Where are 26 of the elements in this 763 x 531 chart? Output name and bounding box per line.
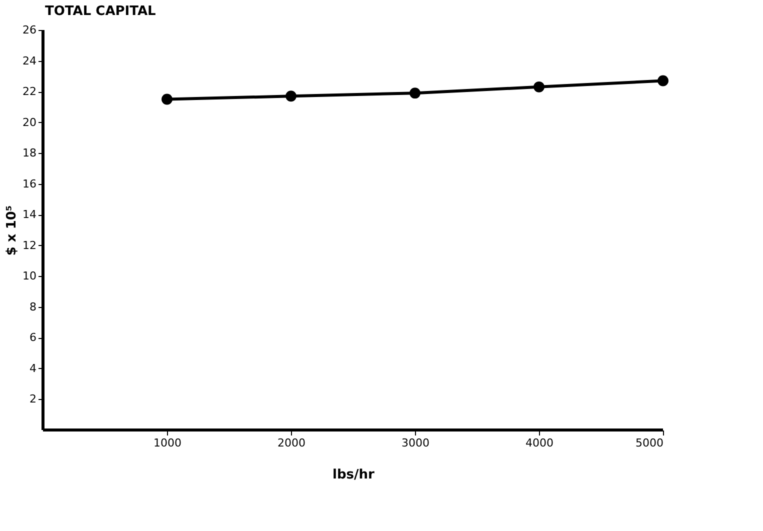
y-tick-label: 12 xyxy=(22,238,36,252)
point xyxy=(658,75,668,86)
y-tick-label: 24 xyxy=(22,54,36,68)
y-tick-label: 26 xyxy=(22,24,36,36)
y-tick-label: 2 xyxy=(30,392,36,406)
point xyxy=(286,90,296,102)
y-tick-label: 20 xyxy=(22,116,36,129)
y-tick-label: 18 xyxy=(22,146,36,160)
x-tick-label: 4000 xyxy=(526,436,554,450)
x-tick-label: 5000 xyxy=(636,436,664,450)
x-tick-label: 1000 xyxy=(154,436,182,450)
y-tick-label: 8 xyxy=(30,300,36,314)
y-tick-label: 10 xyxy=(22,270,36,283)
x-tick-label: 2000 xyxy=(278,436,306,450)
point xyxy=(162,94,172,105)
chart-title: TOTAL CAPITAL xyxy=(45,4,156,19)
y-tick-label: 16 xyxy=(22,177,36,190)
y-tick-label: 14 xyxy=(22,208,36,222)
point xyxy=(534,81,544,92)
x-tick-label: 3000 xyxy=(402,436,430,450)
y-tick-label: 6 xyxy=(30,331,36,344)
y-tick-label: 4 xyxy=(30,362,36,375)
x-axis-title: lbs/hr xyxy=(332,468,376,482)
y-axis-title: $ x 10⁵ xyxy=(4,205,20,256)
y-tick-label: 22 xyxy=(22,85,36,98)
point xyxy=(410,88,420,99)
